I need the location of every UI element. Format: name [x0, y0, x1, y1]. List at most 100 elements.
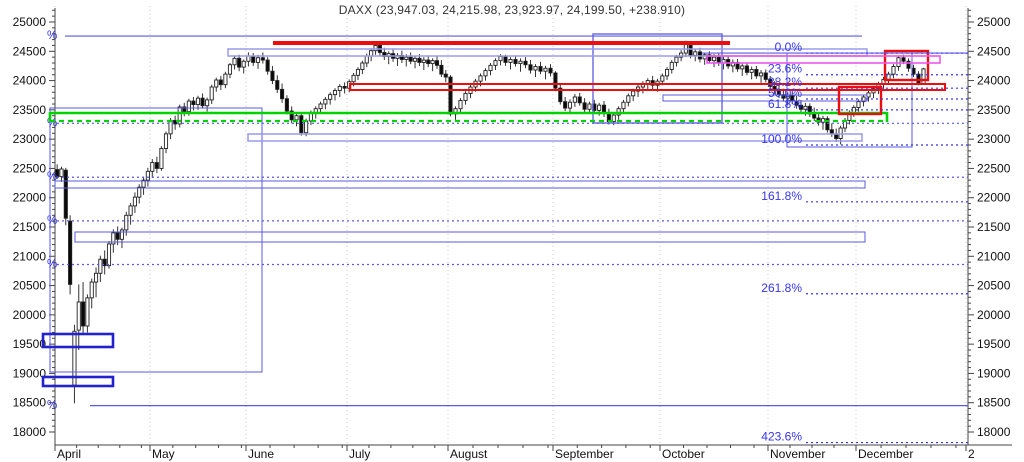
magenta-annotation	[706, 55, 941, 64]
candle-body	[369, 50, 374, 57]
candle-body	[328, 94, 333, 100]
candle-body	[513, 59, 518, 65]
candle-body	[896, 57, 901, 67]
candle-body	[621, 101, 626, 110]
candle-body	[255, 57, 261, 63]
y-axis-label-right: 21500	[977, 220, 1011, 234]
year-label: 2	[968, 447, 975, 461]
y-axis-label-left: 23000	[13, 132, 47, 146]
y-axis-label-right: 19500	[977, 337, 1011, 351]
candle-body	[712, 56, 717, 62]
candle-body	[417, 57, 422, 63]
candle-body	[232, 57, 237, 66]
y-axis-label-right: 22000	[977, 191, 1011, 205]
fib-retracement-main: 0.0% 23.6%38.2%50.0%61.8% 100.0% 161.8% 261.…	[702, 40, 968, 444]
candle-body	[275, 80, 280, 90]
y-axis-label-right: 20000	[977, 308, 1011, 322]
candle-body	[280, 88, 285, 100]
candle-body	[177, 106, 182, 125]
fib-left-percent-label: %	[47, 117, 57, 129]
candle-body	[443, 73, 448, 78]
candle-body	[124, 214, 129, 231]
price-zone-rect	[247, 133, 863, 142]
candle-body	[404, 56, 409, 60]
month-gridlines	[54, 6, 967, 445]
month-label: October	[662, 447, 705, 461]
candle-body	[150, 162, 155, 172]
price-zone-rect	[74, 231, 866, 243]
price-zone-rect	[49, 107, 263, 373]
candle-body	[439, 64, 444, 75]
candle-body	[421, 59, 426, 63]
candle-body	[76, 301, 81, 331]
candle-body	[891, 66, 896, 75]
y-axis-label-left: 22500	[13, 161, 47, 175]
candle-body	[523, 60, 528, 66]
candle-body	[318, 103, 323, 110]
candle-body	[85, 297, 90, 327]
candle-body	[493, 60, 498, 66]
candle-body	[412, 57, 418, 62]
candle-body	[660, 75, 665, 82]
candle-body	[351, 74, 356, 83]
candle-body	[587, 103, 592, 110]
candle-body	[145, 170, 150, 181]
y-axis-label-left: 24000	[13, 74, 47, 88]
month-label: May	[152, 447, 175, 461]
candle-body	[191, 100, 196, 106]
candle-body	[115, 232, 120, 240]
candle-body	[223, 73, 228, 86]
month-label: July	[349, 447, 370, 461]
candle-body	[299, 115, 304, 134]
candle-body	[106, 243, 112, 267]
candle-body	[63, 169, 68, 219]
candle-body	[693, 51, 698, 56]
axes: 18000 18000 18500 18500 19000 19000 19500 19500…	[13, 8, 1012, 461]
candle-body	[754, 68, 759, 77]
candle-body	[548, 67, 553, 74]
fib-left-percent-label: %	[47, 258, 57, 270]
candle-body	[508, 59, 513, 63]
chart-title: DAXX (23,947.03, 24,215.98, 23,923.97, 2…	[338, 3, 686, 17]
candles	[55, 40, 926, 404]
candle-body	[186, 100, 191, 113]
month-label: June	[248, 447, 274, 461]
candle-body	[251, 55, 256, 63]
month-label: April	[57, 447, 81, 461]
green-zone	[48, 111, 889, 123]
y-axis-label-right: 20500	[977, 279, 1011, 293]
candle-body	[241, 60, 246, 68]
candle-body	[812, 113, 817, 119]
y-axis-label-left: 19000	[13, 366, 47, 380]
candle-body	[270, 70, 275, 82]
y-axis-label-left: 18000	[13, 425, 47, 439]
y-axis-label-left: 18500	[13, 396, 47, 410]
month-label: September	[555, 447, 614, 461]
candle-body	[763, 72, 768, 80]
candle-body	[679, 52, 684, 58]
candle-body	[488, 64, 493, 72]
candle-body	[597, 104, 602, 111]
y-axis-label-right: 25000	[977, 15, 1011, 29]
candle-body	[182, 106, 187, 113]
candle-body	[89, 281, 94, 299]
candle-body	[205, 99, 210, 107]
candle-body	[434, 60, 440, 66]
price-zone-rect	[41, 332, 115, 349]
candle-body	[214, 79, 219, 88]
fib-level-label: 261.8%	[761, 281, 802, 295]
candle-body	[364, 55, 369, 64]
fib-level-label: 161.8%	[761, 189, 802, 203]
fib-retracement-left: %%%%%%	[47, 30, 968, 412]
candle-body	[81, 301, 86, 327]
candle-body	[260, 57, 265, 61]
month-label: August	[450, 447, 488, 461]
candle-body	[749, 68, 754, 73]
fib-left-percent-label: %	[47, 400, 57, 412]
candle-body	[503, 56, 508, 63]
candle-body	[111, 232, 116, 245]
candle-body	[533, 66, 538, 71]
candle-body	[825, 118, 830, 131]
fib-level-label: 0.0%	[775, 40, 803, 54]
